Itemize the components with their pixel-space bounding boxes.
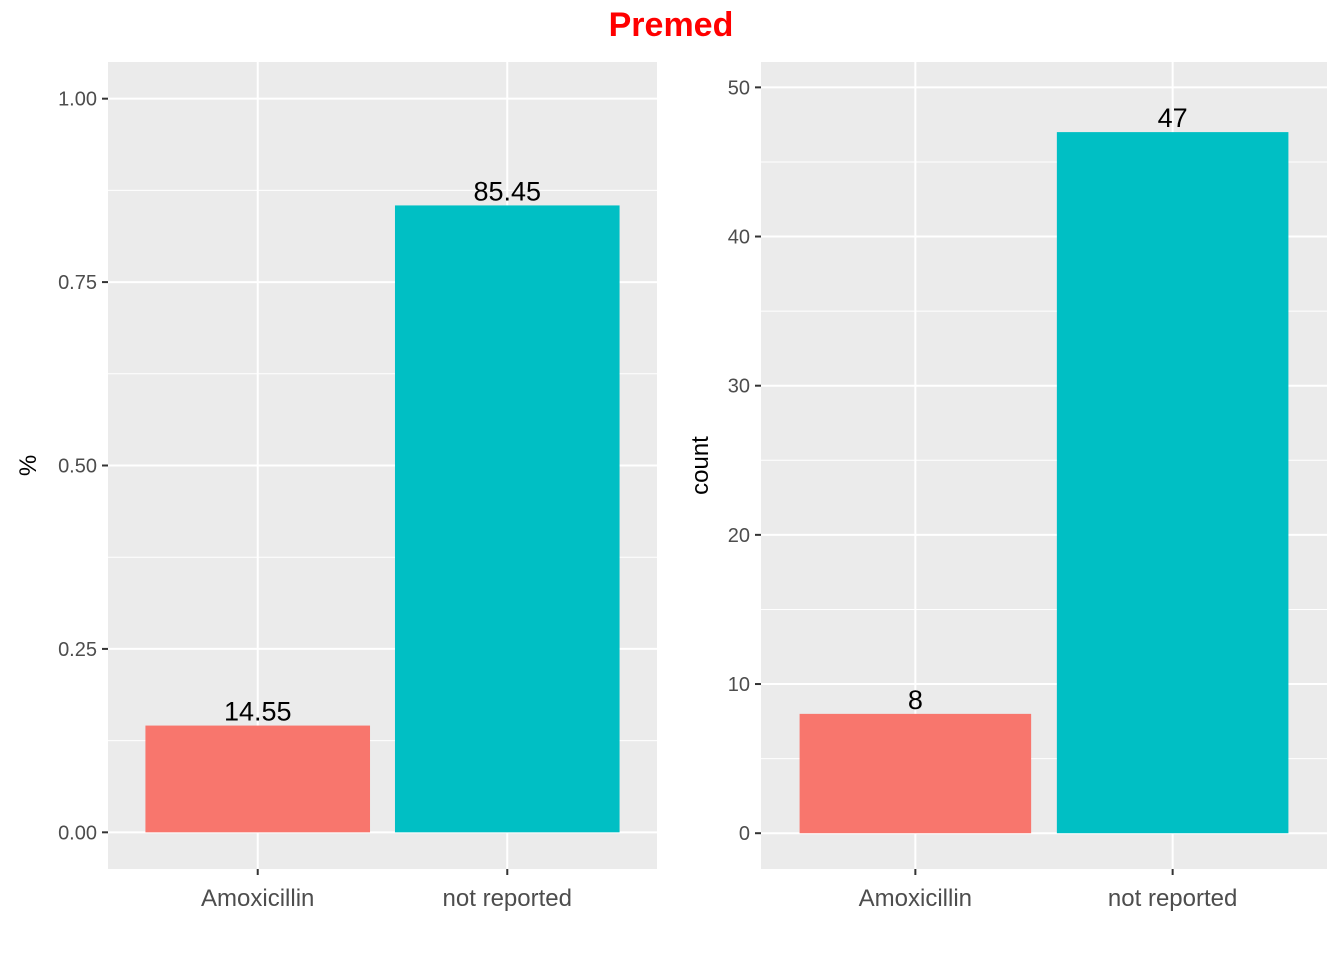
panel-1-y-tick-label: 1.00 xyxy=(58,89,97,111)
panel-2-bar-amoxicillin xyxy=(799,713,1032,834)
panel-1-y-tick-label: 0.75 xyxy=(58,272,97,294)
panel-2-x-tick-label: Amoxicillin xyxy=(859,885,972,912)
chart-title: Premed xyxy=(609,6,734,44)
panel-2-y-tick-label: 30 xyxy=(728,376,750,398)
panel-1-x-tick-label: not reported xyxy=(443,885,572,912)
panel-1-y-axis-title: % xyxy=(15,455,42,476)
panel-2-data-label: 8 xyxy=(908,685,923,715)
panel-2-y-axis-title: count xyxy=(687,436,714,495)
panel-2-y-tick-label: 20 xyxy=(728,525,750,547)
panel-1-bar-not-reported xyxy=(394,205,620,833)
panel-1-bar-amoxicillin xyxy=(145,725,371,833)
panel-2-bar-not-reported xyxy=(1056,132,1289,834)
panel-2-y-tick-label: 40 xyxy=(728,227,750,249)
panel-1-data-label: 14.55 xyxy=(224,697,292,727)
panel-1-x-tick-label: Amoxicillin xyxy=(201,885,314,912)
panel-1-data-label: 85.45 xyxy=(473,176,541,206)
panel-1-y-tick-label: 0.00 xyxy=(58,822,97,844)
panel-2-y-tick-label: 0 xyxy=(739,823,750,845)
panel-2-data-label: 47 xyxy=(1158,103,1188,133)
panel-1-y-tick-label: 0.25 xyxy=(58,639,97,661)
panel-2-y-tick-label: 50 xyxy=(728,77,750,99)
panel-2-y-tick-label: 10 xyxy=(728,674,750,696)
panel-2-x-tick-label: not reported xyxy=(1108,885,1237,912)
panel-1-y-tick-label: 0.50 xyxy=(58,456,97,478)
